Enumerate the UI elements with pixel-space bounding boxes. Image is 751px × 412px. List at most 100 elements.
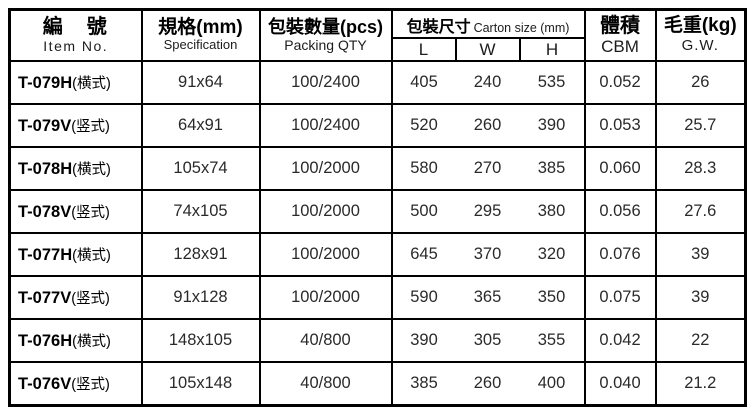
carton-height-cell: 320 bbox=[519, 232, 586, 277]
header-specification-en: Specification bbox=[163, 37, 238, 53]
cbm-cell: 0.042 bbox=[583, 318, 657, 363]
item-no-cell: T-076H(横式) bbox=[8, 318, 143, 363]
carton-length-cell: 500 bbox=[390, 189, 456, 234]
table-row: T-078H(横式) 105x74 100/2000 580 270 385 0… bbox=[8, 146, 747, 191]
header-gross-weight-en: G.W. bbox=[681, 37, 719, 55]
specification-cell: 148x105 bbox=[140, 318, 261, 363]
specification-cell: 91x128 bbox=[140, 275, 261, 320]
header-gross-weight-zh: 毛重(kg) bbox=[663, 15, 737, 37]
item-no-cell: T-077H(横式) bbox=[8, 232, 143, 277]
item-code: T-078V bbox=[18, 203, 72, 221]
item-code: T-076H bbox=[18, 332, 73, 350]
carton-height-cell: 535 bbox=[519, 60, 586, 105]
header-carton-width: W bbox=[454, 37, 521, 62]
header-carton-length-label: L bbox=[418, 39, 429, 59]
header-specification: 規格(mm) Specification bbox=[140, 8, 261, 62]
carton-height-cell: 400 bbox=[519, 361, 586, 406]
header-item-no-zh: 編 號 bbox=[42, 16, 109, 39]
header-carton-height: H bbox=[518, 37, 586, 62]
cbm-cell: 0.056 bbox=[583, 189, 657, 234]
header-packing-qty-en: Packing QTY bbox=[284, 37, 367, 54]
carton-length-cell: 645 bbox=[390, 232, 456, 277]
item-no-cell: T-077V(竖式) bbox=[8, 275, 143, 320]
specification-cell: 105x74 bbox=[140, 146, 261, 191]
specification-cell: 64x91 bbox=[140, 103, 261, 148]
cbm-cell: 0.053 bbox=[583, 103, 657, 148]
cbm-cell: 0.052 bbox=[583, 60, 657, 105]
gross-weight-cell: 26 bbox=[654, 60, 747, 105]
item-code: T-079V bbox=[18, 117, 72, 135]
header-carton-length: L bbox=[390, 37, 457, 62]
cbm-cell: 0.076 bbox=[583, 232, 657, 277]
header-carton-width-label: W bbox=[479, 39, 496, 59]
carton-height-cell: 350 bbox=[519, 275, 586, 320]
specification-cell: 74x105 bbox=[140, 189, 261, 234]
gross-weight-cell: 39 bbox=[654, 232, 747, 277]
item-no-cell: T-076V(竖式) bbox=[8, 361, 143, 406]
gross-weight-cell: 39 bbox=[654, 275, 747, 320]
carton-width-cell: 240 bbox=[455, 60, 520, 105]
header-item-no: 編 號 Item No. bbox=[8, 8, 143, 62]
header-item-no-en: Item No. bbox=[43, 38, 109, 55]
carton-length-cell: 385 bbox=[390, 361, 456, 406]
item-orientation: (竖式) bbox=[71, 376, 110, 393]
item-orientation: (竖式) bbox=[71, 119, 110, 135]
carton-width-cell: 260 bbox=[455, 361, 520, 406]
item-no-cell: T-078H(横式) bbox=[8, 146, 143, 191]
carton-length-cell: 590 bbox=[390, 275, 456, 320]
table-row: T-079H(横式) 91x64 100/2400 405 240 535 0.… bbox=[8, 60, 747, 105]
packing-qty-cell: 40/800 bbox=[258, 318, 393, 363]
gross-weight-cell: 27.6 bbox=[654, 189, 747, 234]
carton-length-cell: 390 bbox=[390, 318, 456, 363]
header-carton-size-zh: 包裝尺寸 bbox=[406, 19, 471, 36]
item-no-cell: T-079H(横式) bbox=[8, 60, 143, 105]
packing-qty-cell: 100/2400 bbox=[258, 60, 393, 105]
packing-qty-cell: 100/2000 bbox=[258, 275, 393, 320]
carton-length-cell: 580 bbox=[390, 146, 456, 191]
cbm-cell: 0.040 bbox=[583, 361, 657, 406]
item-code: T-077H bbox=[18, 246, 73, 264]
specification-cell: 105x148 bbox=[140, 361, 261, 406]
carton-length-cell: 520 bbox=[390, 103, 456, 148]
header-packing-qty: 包裝數量(pcs) Packing QTY bbox=[258, 8, 393, 62]
carton-width-cell: 305 bbox=[455, 318, 520, 363]
cbm-cell: 0.060 bbox=[583, 146, 657, 191]
item-code: T-076V bbox=[18, 374, 72, 393]
packing-qty-cell: 40/800 bbox=[258, 361, 393, 406]
item-code: T-079H bbox=[18, 74, 73, 92]
item-no-cell: T-078V(竖式) bbox=[8, 189, 143, 234]
gross-weight-cell: 25.7 bbox=[654, 103, 747, 148]
product-spec-table: 編 號 Item No. 規格(mm) Specification 包裝數量(p… bbox=[8, 8, 747, 407]
item-orientation: (横式) bbox=[72, 334, 111, 350]
carton-height-cell: 385 bbox=[519, 146, 586, 191]
carton-width-cell: 365 bbox=[455, 275, 520, 320]
item-code: T-077V bbox=[18, 289, 72, 307]
specification-cell: 128x91 bbox=[140, 232, 261, 277]
packing-qty-cell: 100/2000 bbox=[258, 189, 393, 234]
table-row: T-077V(竖式) 91x128 100/2000 590 365 350 0… bbox=[8, 275, 747, 320]
header-gross-weight: 毛重(kg) G.W. bbox=[654, 8, 747, 62]
carton-width-cell: 270 bbox=[455, 146, 520, 191]
specification-cell: 91x64 bbox=[140, 60, 261, 105]
table-row: T-077H(横式) 128x91 100/2000 645 370 320 0… bbox=[8, 232, 747, 277]
item-orientation: (竖式) bbox=[71, 291, 110, 307]
carton-length-cell: 405 bbox=[390, 60, 456, 105]
header-carton-height-label: H bbox=[545, 39, 559, 59]
table-row: T-076H(横式) 148x105 40/800 390 305 355 0.… bbox=[8, 318, 747, 363]
carton-width-cell: 295 bbox=[455, 189, 520, 234]
header-carton-size: 包裝尺寸 Carton size (mm) bbox=[390, 8, 586, 39]
header-volume: 體積 CBM bbox=[583, 8, 657, 62]
item-orientation: (横式) bbox=[72, 162, 111, 178]
carton-height-cell: 390 bbox=[519, 103, 586, 148]
table-row: T-076V(竖式) 105x148 40/800 385 260 400 0.… bbox=[8, 361, 747, 406]
carton-height-cell: 355 bbox=[519, 318, 586, 363]
table-row: T-078V(竖式) 74x105 100/2000 500 295 380 0… bbox=[8, 189, 747, 234]
item-orientation: (横式) bbox=[72, 248, 111, 264]
packing-qty-cell: 100/2000 bbox=[258, 146, 393, 191]
packing-qty-cell: 100/2400 bbox=[258, 103, 393, 148]
gross-weight-cell: 28.3 bbox=[654, 146, 747, 191]
packing-qty-cell: 100/2000 bbox=[258, 232, 393, 277]
table-row: T-079V(竖式) 64x91 100/2400 520 260 390 0.… bbox=[8, 103, 747, 148]
header-volume-zh: 體積 bbox=[600, 14, 640, 37]
